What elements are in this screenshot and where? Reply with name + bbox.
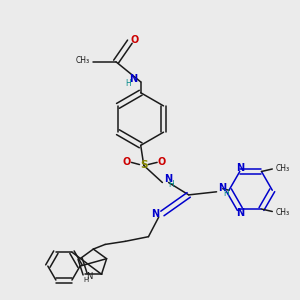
Text: CH₃: CH₃ <box>275 164 290 172</box>
Text: O: O <box>158 158 166 167</box>
Text: N: N <box>218 183 226 193</box>
Text: H: H <box>169 180 174 189</box>
Text: N: N <box>129 74 137 84</box>
Text: N: N <box>164 174 172 184</box>
Text: N: N <box>236 208 244 218</box>
Text: N: N <box>86 272 92 281</box>
Text: CH₃: CH₃ <box>275 208 290 217</box>
Text: O: O <box>123 158 131 167</box>
Text: CH₃: CH₃ <box>76 56 90 65</box>
Text: O: O <box>130 35 139 45</box>
Text: H: H <box>223 188 229 197</box>
Text: S: S <box>140 160 148 170</box>
Text: H: H <box>125 79 131 88</box>
Text: N: N <box>236 163 244 173</box>
Text: N: N <box>151 209 159 219</box>
Text: H: H <box>84 278 89 284</box>
